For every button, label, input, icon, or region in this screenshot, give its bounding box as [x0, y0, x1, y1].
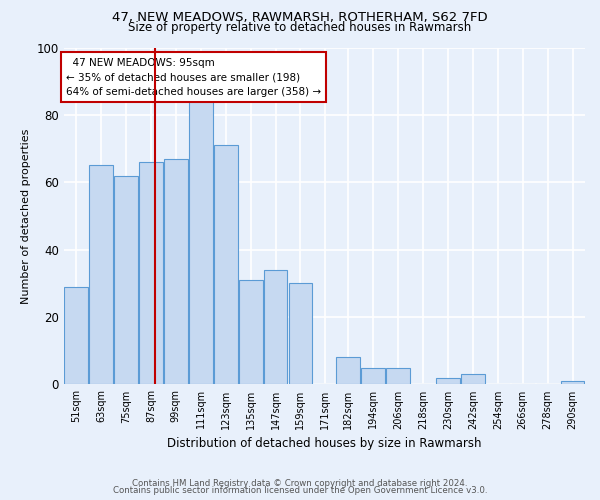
X-axis label: Distribution of detached houses by size in Rawmarsh: Distribution of detached houses by size … [167, 437, 482, 450]
Bar [386, 368, 410, 384]
Bar [214, 145, 238, 384]
Bar [114, 176, 138, 384]
Bar [336, 358, 360, 384]
Y-axis label: Number of detached properties: Number of detached properties [21, 128, 31, 304]
Text: Size of property relative to detached houses in Rawmarsh: Size of property relative to detached ho… [128, 22, 472, 35]
Bar [461, 374, 485, 384]
Bar [139, 162, 163, 384]
Text: 47 NEW MEADOWS: 95sqm  
← 35% of detached houses are smaller (198)
64% of semi-d: 47 NEW MEADOWS: 95sqm ← 35% of detached … [66, 58, 321, 97]
Text: Contains public sector information licensed under the Open Government Licence v3: Contains public sector information licen… [113, 486, 487, 495]
Text: 47, NEW MEADOWS, RAWMARSH, ROTHERHAM, S62 7FD: 47, NEW MEADOWS, RAWMARSH, ROTHERHAM, S6… [112, 12, 488, 24]
Bar [560, 381, 584, 384]
Bar [289, 284, 313, 384]
Bar [263, 270, 287, 384]
Text: Contains HM Land Registry data © Crown copyright and database right 2024.: Contains HM Land Registry data © Crown c… [132, 479, 468, 488]
Bar [189, 102, 212, 385]
Bar [361, 368, 385, 384]
Bar [164, 158, 188, 384]
Bar [436, 378, 460, 384]
Bar [89, 166, 113, 384]
Bar [64, 286, 88, 384]
Bar [239, 280, 263, 384]
